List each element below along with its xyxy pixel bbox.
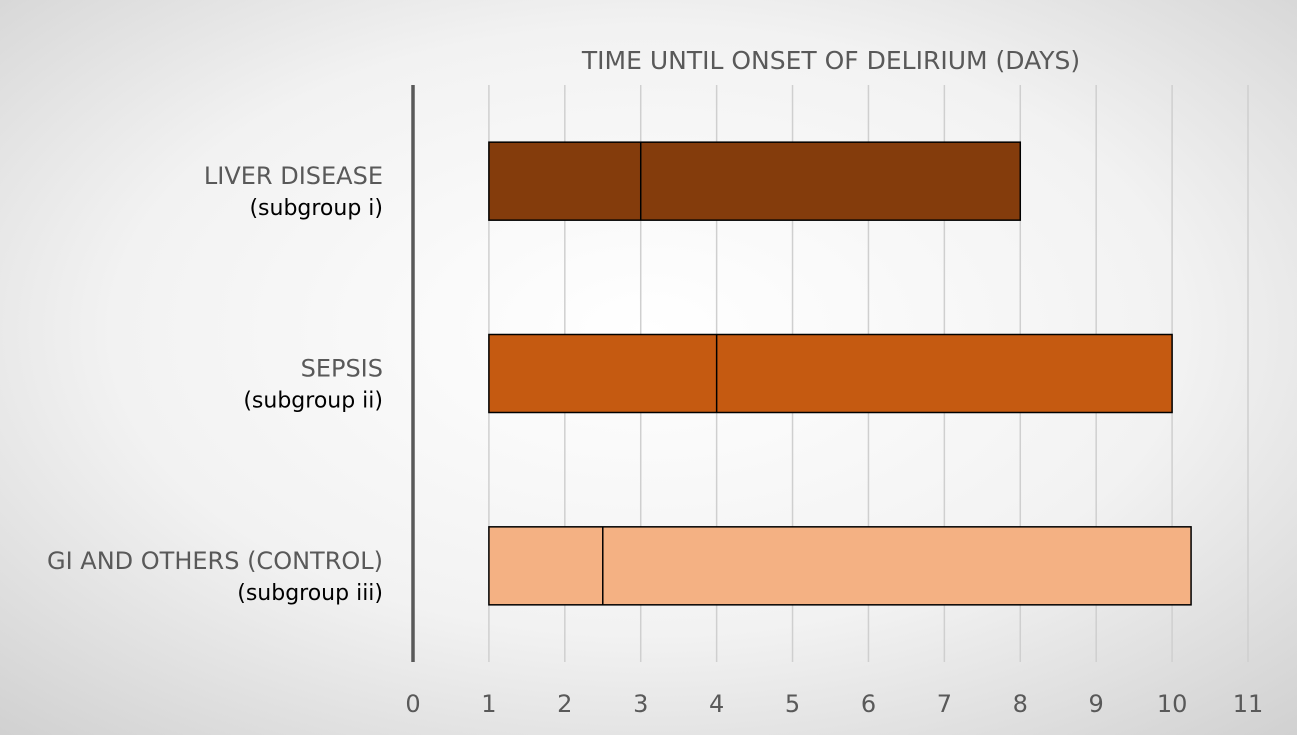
x-tick-label: 4: [709, 690, 724, 718]
category-label: GI AND OTHERS (CONTROL): [47, 547, 383, 575]
x-tick-label: 6: [861, 690, 876, 718]
x-tick-label: 1: [481, 690, 496, 718]
chart-title: TIME UNTIL ONSET OF DELIRIUM (DAYS): [581, 46, 1080, 75]
category-label: LIVER DISEASE: [204, 162, 383, 190]
x-tick-label: 9: [1089, 690, 1104, 718]
x-tick-label: 11: [1233, 690, 1264, 718]
x-tick-label: 3: [633, 690, 648, 718]
range-box: [488, 141, 1022, 221]
x-tick-label: 0: [405, 690, 420, 718]
range-box: [488, 333, 1173, 414]
x-tick-label: 7: [937, 690, 952, 718]
category-subtitle: (subgroup i): [249, 196, 383, 221]
x-tick-label: 10: [1157, 690, 1188, 718]
x-tick-label: 2: [557, 690, 572, 718]
x-tick-label: 5: [785, 690, 800, 718]
category-subtitle: (subgroup iii): [237, 581, 383, 606]
category-subtitle: (subgroup ii): [243, 389, 383, 414]
category-label: SEPSIS: [301, 355, 383, 383]
range-box: [488, 526, 1192, 606]
x-tick-label: 8: [1013, 690, 1028, 718]
